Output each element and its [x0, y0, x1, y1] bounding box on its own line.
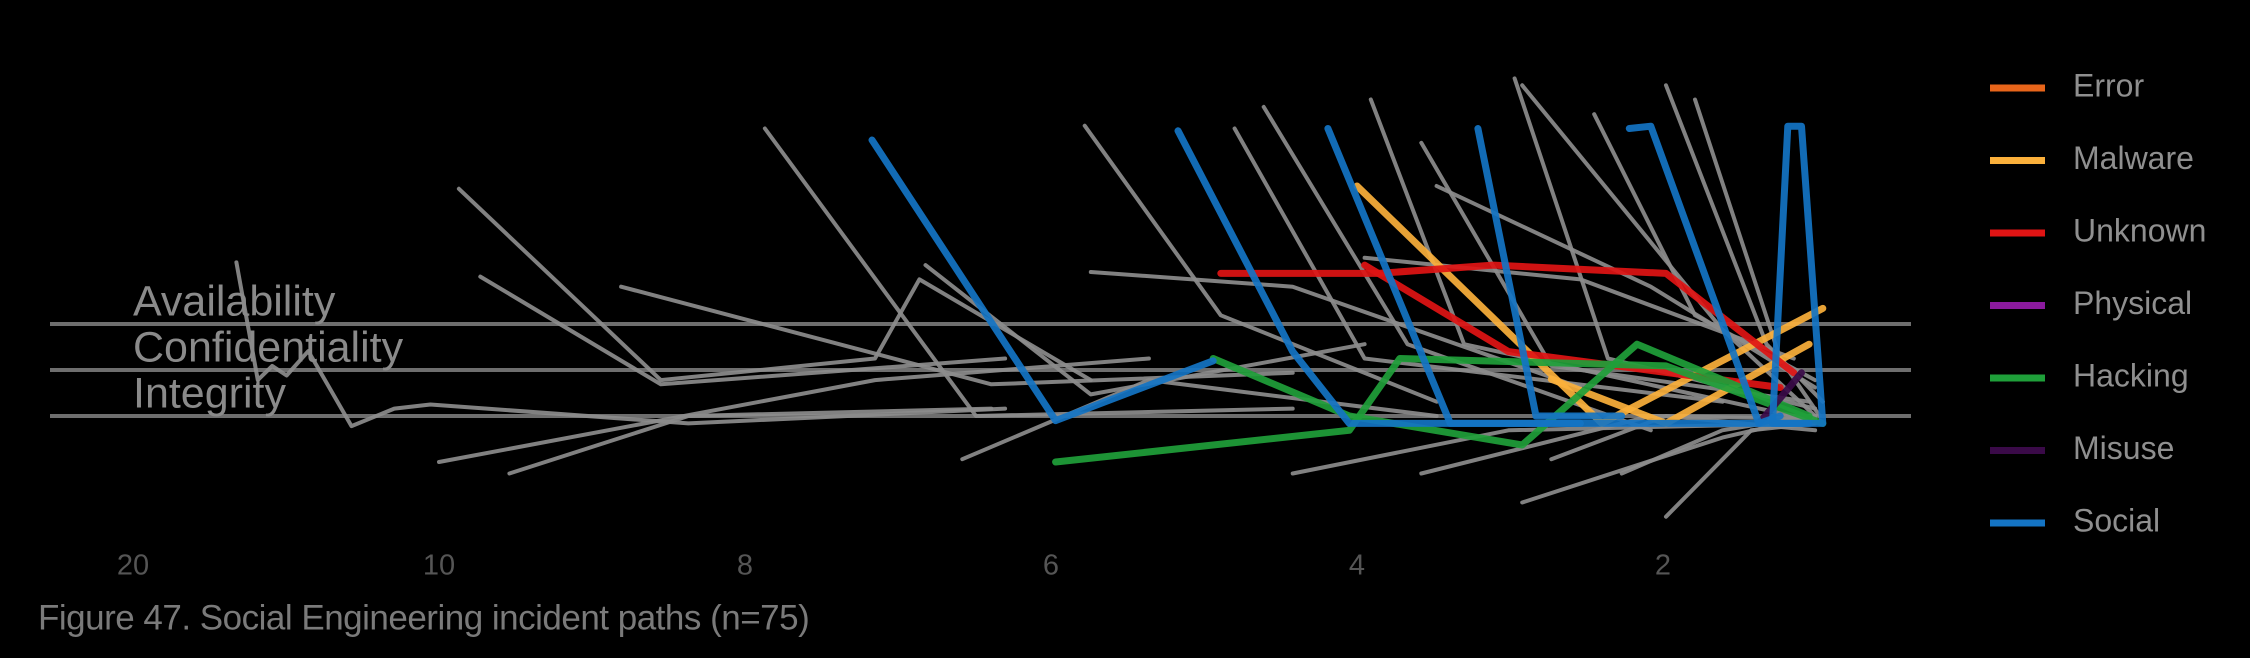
incident-path	[1769, 122, 1827, 427]
incident-path	[1755, 369, 1805, 427]
x-tick-label: 20	[117, 550, 149, 582]
colored-paths	[868, 122, 1827, 466]
incident-path	[1088, 270, 1583, 390]
incident-path	[1664, 421, 1818, 519]
incident-path	[1474, 125, 1626, 420]
legend-label: Malware	[2073, 140, 2194, 176]
category-label: Integrity	[133, 369, 286, 417]
incident-path	[1232, 126, 1725, 404]
incident-path	[507, 406, 994, 476]
incident-path	[437, 356, 1151, 464]
x-tick-label: 10	[423, 550, 455, 582]
incident-path	[1209, 340, 1813, 449]
caption: Figure 47. Social Engineering incident p…	[38, 598, 809, 637]
incident-path	[868, 136, 1217, 425]
legend-label: Error	[2073, 67, 2144, 103]
incident-path	[1434, 184, 1818, 390]
legend: Error Malware Unknown Physical Hacking Misuse…	[1990, 67, 2206, 538]
legend-label: Hacking	[2073, 357, 2189, 393]
incident-path	[1082, 123, 1439, 404]
incident-path	[456, 186, 1093, 383]
legend-label: Social	[2073, 502, 2160, 538]
x-tick-label: 4	[1349, 550, 1365, 582]
incident-path	[1368, 97, 1796, 418]
category-label: Confidentiality	[133, 323, 404, 371]
incident-path	[762, 126, 1295, 418]
legend-label: Unknown	[2073, 212, 2206, 248]
incident-path	[960, 378, 1439, 462]
x-tick-label: 2	[1655, 550, 1671, 582]
gray-paths	[234, 76, 1825, 519]
incident-path	[1324, 125, 1813, 427]
category-label: Availability	[133, 277, 336, 325]
incident-path	[478, 274, 1008, 387]
x-tick-label: 8	[737, 550, 753, 582]
incident-path	[1052, 355, 1827, 466]
x-tick-label: 6	[1043, 550, 1059, 582]
incident-path	[1217, 261, 1798, 377]
legend-label: Misuse	[2073, 430, 2174, 466]
legend-label: Physical	[2073, 285, 2192, 321]
incident-path	[923, 263, 1367, 397]
incident-path	[234, 260, 1008, 429]
